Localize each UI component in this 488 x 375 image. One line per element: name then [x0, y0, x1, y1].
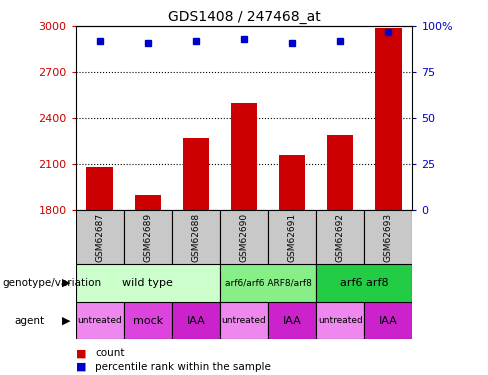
Bar [124, 210, 172, 264]
Text: GSM62688: GSM62688 [191, 213, 201, 262]
Text: IAA: IAA [186, 316, 205, 326]
Bar [220, 264, 316, 302]
Bar [364, 302, 412, 339]
Text: percentile rank within the sample: percentile rank within the sample [95, 362, 271, 372]
Text: arf6 arf8: arf6 arf8 [340, 278, 388, 288]
Bar [135, 195, 161, 210]
Bar [76, 210, 124, 264]
Bar [183, 138, 209, 210]
Text: GSM62691: GSM62691 [287, 213, 297, 262]
Bar [316, 302, 364, 339]
Text: arf6/arf6 ARF8/arf8: arf6/arf6 ARF8/arf8 [224, 279, 311, 288]
Bar [316, 210, 364, 264]
Bar [231, 103, 257, 210]
Bar [172, 302, 220, 339]
Text: GSM62690: GSM62690 [240, 213, 248, 262]
Bar [220, 210, 268, 264]
Bar [279, 155, 305, 210]
Bar [76, 302, 124, 339]
Text: agent: agent [15, 316, 45, 326]
Text: mock: mock [133, 316, 163, 326]
Text: IAA: IAA [379, 316, 398, 326]
Bar [316, 264, 412, 302]
Bar [220, 302, 268, 339]
Text: IAA: IAA [283, 316, 302, 326]
Bar [375, 28, 402, 210]
Text: genotype/variation: genotype/variation [2, 278, 102, 288]
Bar [76, 264, 220, 302]
Bar [327, 135, 353, 210]
Bar [124, 302, 172, 339]
Text: ▶: ▶ [62, 316, 71, 326]
Text: untreated: untreated [318, 316, 363, 325]
Text: ▶: ▶ [62, 278, 71, 288]
Text: GSM62687: GSM62687 [95, 213, 104, 262]
Text: wild type: wild type [122, 278, 173, 288]
Bar [268, 210, 316, 264]
Text: count: count [95, 348, 124, 358]
Text: GSM62693: GSM62693 [384, 213, 393, 262]
Text: ■: ■ [76, 348, 86, 358]
Bar [86, 167, 113, 210]
Bar [172, 210, 220, 264]
Title: GDS1408 / 247468_at: GDS1408 / 247468_at [167, 10, 321, 24]
Text: GSM62692: GSM62692 [336, 213, 345, 262]
Bar [268, 302, 316, 339]
Bar [364, 210, 412, 264]
Text: GSM62689: GSM62689 [143, 213, 152, 262]
Text: ■: ■ [76, 362, 86, 372]
Text: untreated: untreated [77, 316, 122, 325]
Text: untreated: untreated [222, 316, 266, 325]
